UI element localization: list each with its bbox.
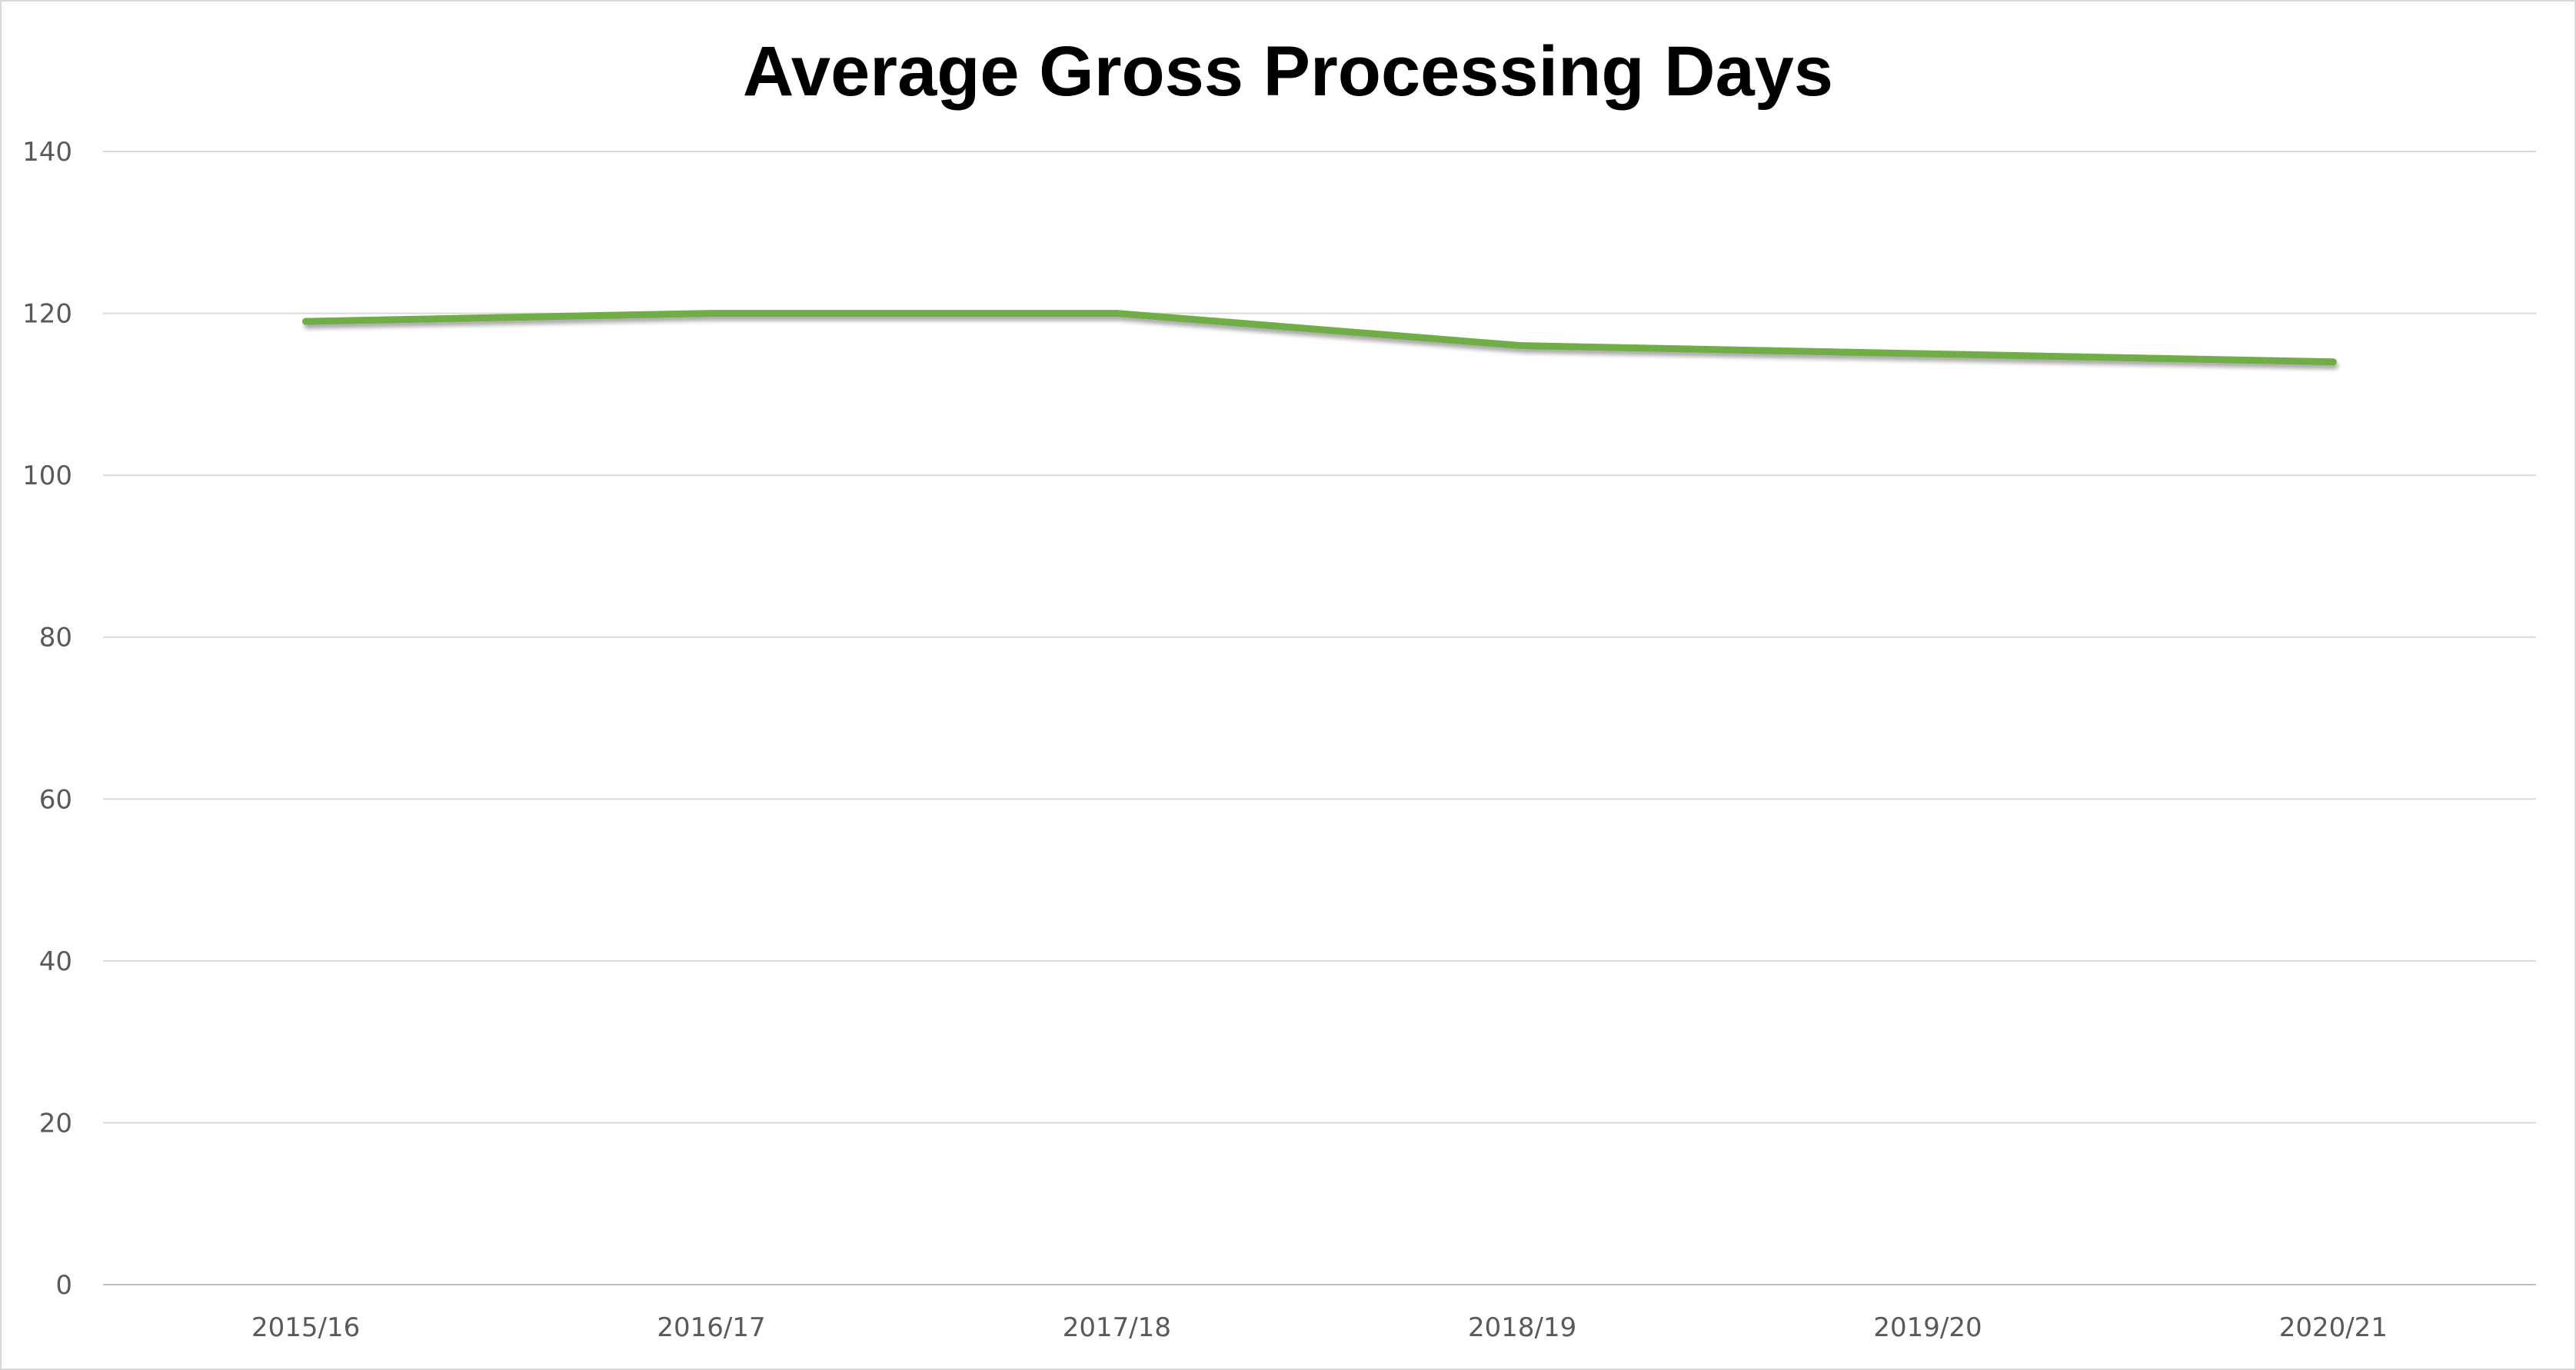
data-point xyxy=(2329,358,2337,366)
y-tick-label: 120 xyxy=(22,299,72,330)
data-point xyxy=(302,318,310,325)
data-point xyxy=(1924,350,1932,357)
x-tick-label: 2017/18 xyxy=(1063,1312,1171,1343)
data-point xyxy=(707,310,715,318)
y-tick-label: 0 xyxy=(55,1270,72,1301)
chart-title: Average Gross Processing Days xyxy=(742,32,1834,111)
y-tick-label: 40 xyxy=(39,946,72,977)
y-tick-label: 140 xyxy=(22,137,72,168)
x-tick-label: 2020/21 xyxy=(2279,1312,2388,1343)
x-tick-label: 2018/19 xyxy=(1468,1312,1576,1343)
x-tick-label: 2015/16 xyxy=(251,1312,360,1343)
data-point xyxy=(1519,342,1526,350)
series-line xyxy=(302,310,2337,366)
y-tick-label: 100 xyxy=(22,461,72,491)
y-tick-label: 60 xyxy=(39,784,72,815)
x-tick-label: 2016/17 xyxy=(657,1312,765,1343)
x-tick-label: 2019/20 xyxy=(1873,1312,1982,1343)
y-tick-label: 20 xyxy=(39,1108,72,1139)
data-point xyxy=(1113,310,1120,318)
y-tick-label: 80 xyxy=(39,623,72,653)
